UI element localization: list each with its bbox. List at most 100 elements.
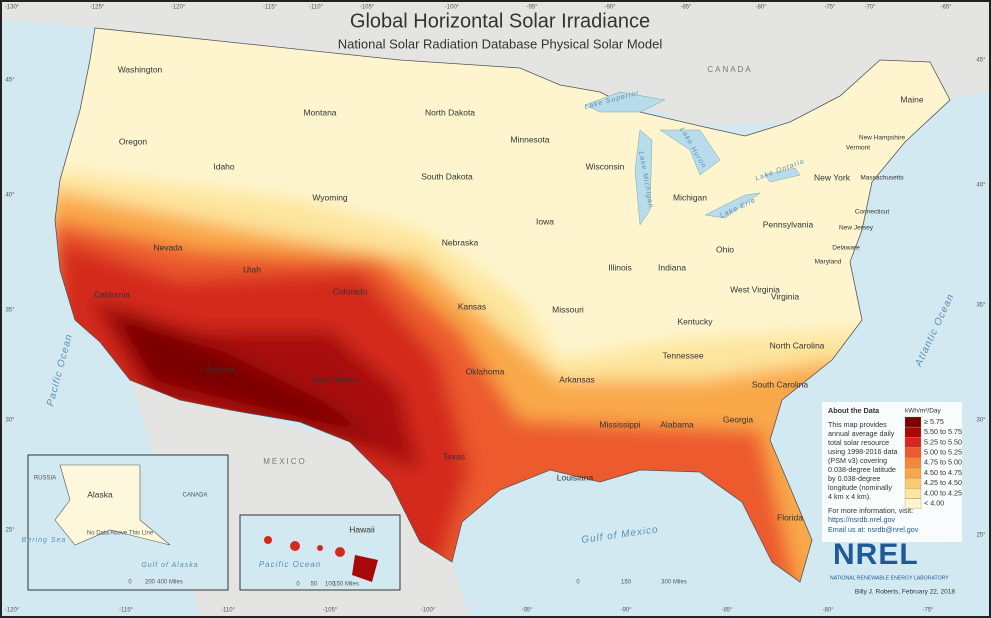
about-link: https://nsrdb.nrel.gov xyxy=(828,515,896,524)
state-label: Virginia xyxy=(771,291,799,301)
legend-heading: About the Data xyxy=(828,406,880,415)
state-label: Michigan xyxy=(673,192,707,202)
state-label: Washington xyxy=(118,64,163,74)
state-label: Maine xyxy=(900,94,923,104)
hawaii-inset xyxy=(239,514,401,591)
about-text: 0.038-degree latitude xyxy=(828,465,896,474)
state-label: Kansas xyxy=(458,301,486,311)
about-text: annual average daily xyxy=(828,429,895,438)
inset-label: Pacific Ocean xyxy=(259,560,321,569)
state-label: New Mexico xyxy=(312,374,359,384)
state-label: Arkansas xyxy=(559,374,594,384)
inset-label: Gulf of Alaska xyxy=(141,562,198,569)
about-text: This map provides xyxy=(828,420,887,429)
state-label: Indiana xyxy=(658,262,686,272)
country-label: CANADA xyxy=(707,65,752,74)
state-label: New Hampshire xyxy=(859,135,906,142)
state-label: Colorado xyxy=(333,286,368,296)
graticule-label: -80° xyxy=(822,608,834,614)
state-label: Missouri xyxy=(552,304,584,314)
state-label: Alabama xyxy=(660,419,694,429)
inset-label: CANADA xyxy=(182,493,207,499)
state-label: Wyoming xyxy=(312,192,348,202)
legend-label: 4.25 to 4.50 xyxy=(924,478,962,487)
scale-label: 100 xyxy=(325,582,336,588)
country-label: MEXICO xyxy=(263,457,307,466)
inset-label: RUSSIA xyxy=(34,476,56,482)
state-label: Louisiana xyxy=(557,472,594,482)
graticule-label: -90° xyxy=(620,608,632,614)
about-text: using 1998-2016 data xyxy=(828,447,898,456)
scale-label: 200 xyxy=(145,580,156,586)
inset-label: No Data Above This Line xyxy=(87,531,154,537)
graticule-label: 45° xyxy=(976,58,986,64)
graticule-label: -95° xyxy=(526,5,538,11)
legend-swatch xyxy=(904,416,922,428)
legend-swatch xyxy=(904,478,922,489)
graticule-label: -115° xyxy=(263,5,278,11)
hawaii-islands xyxy=(264,536,378,582)
graticule-label: -75° xyxy=(922,608,934,614)
state-label: Nebraska xyxy=(442,237,479,247)
graticule-label: 35° xyxy=(976,303,986,309)
state-label: Wisconsin xyxy=(586,161,625,171)
map-title: Global Horizontal Solar Irradiance xyxy=(350,10,650,32)
state-label: Idaho xyxy=(213,161,235,171)
state-label: Minnesota xyxy=(510,134,549,144)
graticule-label: -120° xyxy=(171,5,186,11)
state-label: Montana xyxy=(303,107,336,117)
legend-swatch xyxy=(904,427,922,438)
graticule-label: -110° xyxy=(221,608,236,614)
about-text: total solar resource xyxy=(828,438,889,447)
graticule-label: 45° xyxy=(5,78,15,84)
about-text: For more information, visit: xyxy=(828,506,913,515)
state-label: Pennsylvania xyxy=(763,219,814,229)
state-label: Delaware xyxy=(832,245,860,252)
credit: Billy J. Roberts, February 22, 2018 xyxy=(855,589,955,596)
state-label: Massachusetts xyxy=(860,175,904,182)
scale-label: 0 xyxy=(576,580,580,586)
state-label: New Jersey xyxy=(839,225,874,232)
state-label: Iowa xyxy=(536,216,554,226)
graticule-label: 35° xyxy=(5,308,15,314)
legend-swatch xyxy=(904,467,922,479)
legend-label: 4.50 to 4.75 xyxy=(924,468,962,477)
logo-org: NATIONAL RENEWABLE ENERGY LABORATORY xyxy=(830,575,949,581)
scale-label: 150 Miles xyxy=(333,582,359,588)
about-text: (PSM v3) covering xyxy=(828,456,887,465)
scale-label: 0 xyxy=(128,580,132,586)
state-label: Kentucky xyxy=(678,316,714,326)
legend-swatch xyxy=(904,498,922,509)
legend-label: 5.25 to 5.50 xyxy=(924,437,962,446)
scale-label: 400 Miles xyxy=(157,580,183,586)
state-label: Maryland xyxy=(815,259,842,266)
state-label: West Virginia xyxy=(730,284,780,294)
state-label: Ohio xyxy=(716,244,734,254)
graticule-label: 30° xyxy=(976,418,986,424)
state-label: Florida xyxy=(777,512,803,522)
scale-label: 300 Miles xyxy=(661,580,687,586)
state-label: Texas xyxy=(443,451,465,461)
state-label: North Carolina xyxy=(770,340,825,350)
scale-label: 50 xyxy=(311,582,318,588)
graticule-label: -120° xyxy=(5,608,20,614)
graticule-label: -130° xyxy=(5,5,20,11)
legend-swatch xyxy=(904,437,922,448)
state-label: California xyxy=(94,289,130,299)
graticule-label: 30° xyxy=(5,418,15,424)
graticule-label: -100° xyxy=(421,608,436,614)
state-label: Vermont xyxy=(846,145,870,152)
scale-label: 0 xyxy=(296,582,300,588)
graticule-label: -110° xyxy=(309,5,324,11)
legend-label: 5.50 to 5.75 xyxy=(924,427,962,436)
great-lakes xyxy=(584,91,801,226)
graticule-label: -105° xyxy=(360,5,375,11)
about-email: Email us at: nsrdb@nrel.gov xyxy=(828,525,919,534)
about-text: 4 km x 4 km). xyxy=(828,492,871,501)
legend-label: 5.00 to 5.25 xyxy=(924,448,962,457)
graticule-label: 40° xyxy=(976,183,986,189)
legend-box xyxy=(822,402,962,542)
state-label: Oklahoma xyxy=(466,366,505,376)
graticule-label: -125° xyxy=(90,5,105,11)
